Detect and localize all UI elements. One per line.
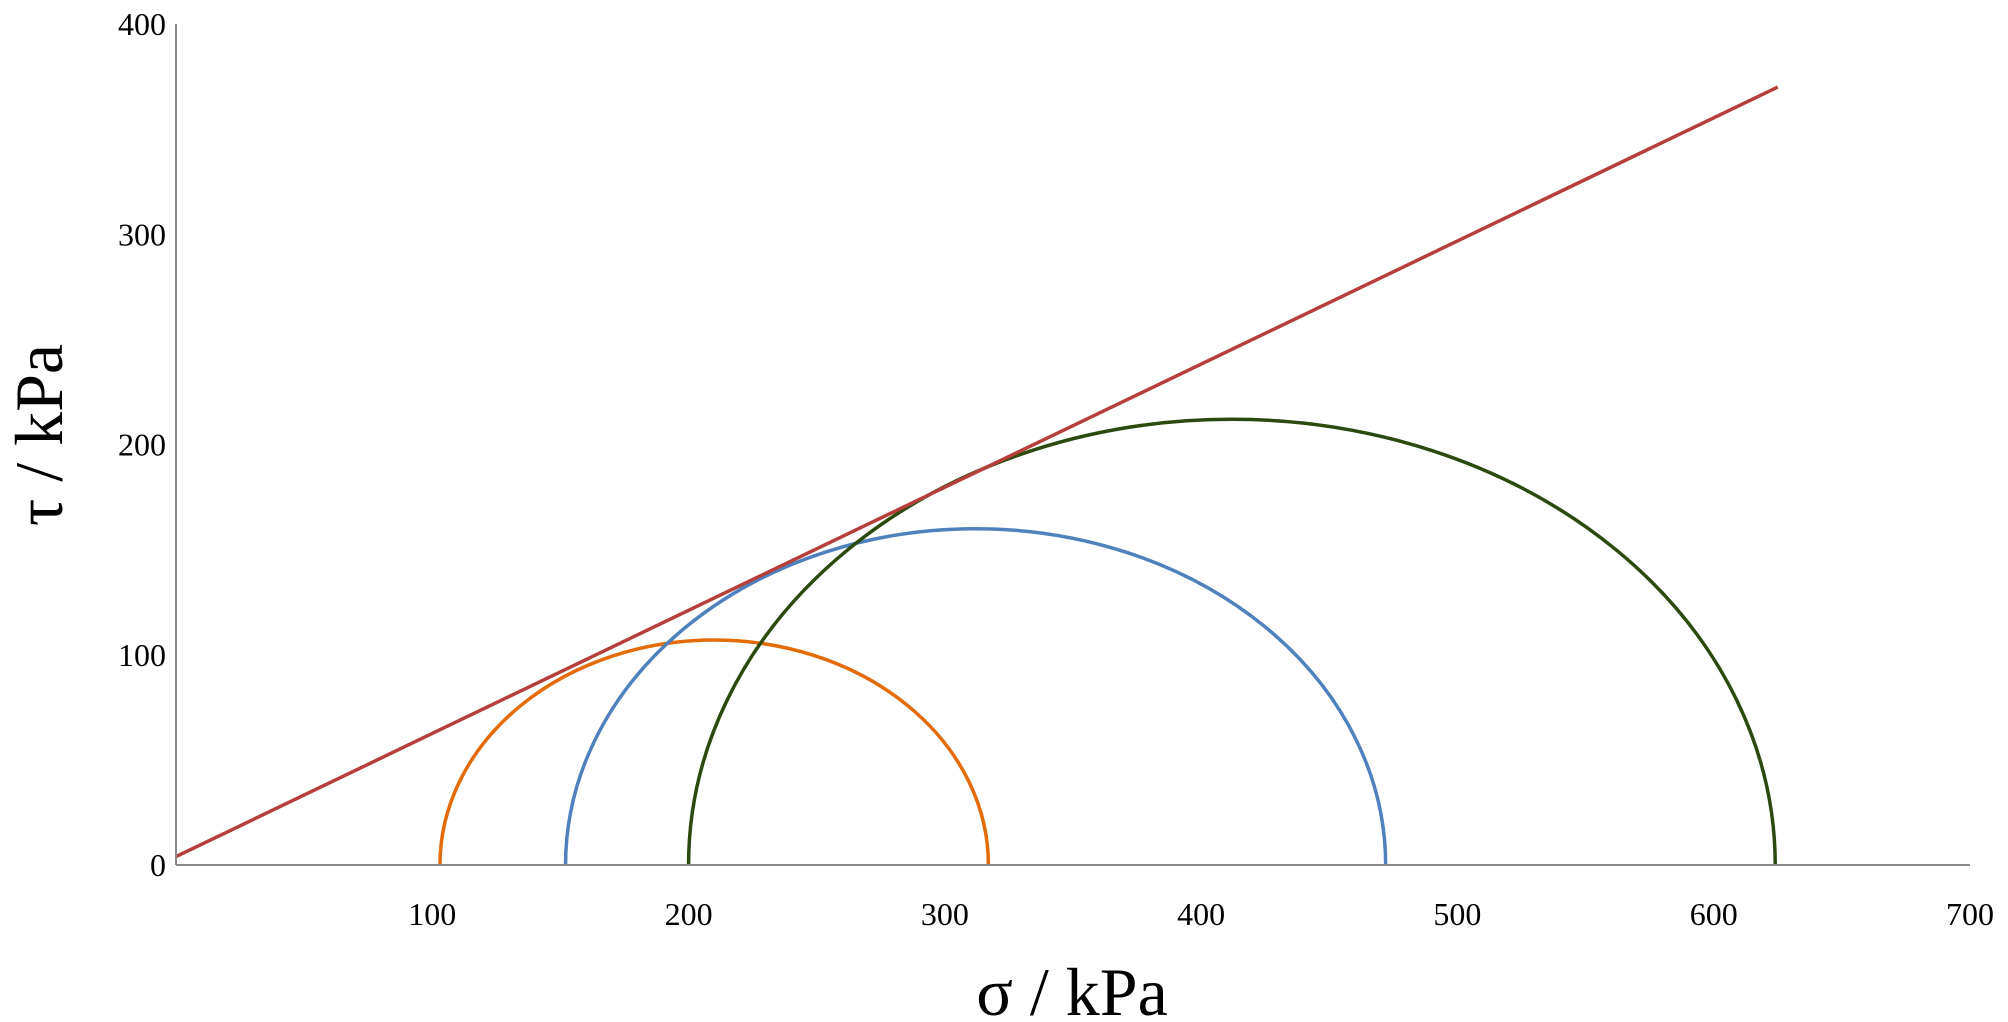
- mohr-circle-3: [689, 419, 1776, 865]
- y-tick-label: 0: [150, 847, 166, 883]
- mohr-circle-1: [438, 638, 991, 866]
- y-tick-label: 300: [118, 216, 166, 252]
- x-tick-label: 700: [1946, 896, 1994, 932]
- x-tick-label: 400: [1177, 896, 1225, 932]
- mohr-circle-2: [563, 526, 1388, 866]
- y-tick-label: 400: [118, 6, 166, 42]
- x-tick-label: 600: [1690, 896, 1738, 932]
- x-tick-label: 500: [1433, 896, 1481, 932]
- y-tick-label: 100: [118, 637, 166, 673]
- x-tick-label: 100: [408, 896, 456, 932]
- x-tick-label: 200: [665, 896, 713, 932]
- plot-marks: [175, 85, 1779, 866]
- y-axis-title: τ / kPa: [1, 344, 77, 526]
- failure-envelope-line: [175, 85, 1779, 859]
- y-tick-label: 200: [118, 427, 166, 463]
- x-tick-labels: 100 200 300 400 500 600 700: [408, 896, 1994, 932]
- y-tick-labels: 0 100 200 300 400: [118, 6, 166, 883]
- x-axis-title: σ / kPa: [976, 954, 1168, 1022]
- x-tick-label: 300: [921, 896, 969, 932]
